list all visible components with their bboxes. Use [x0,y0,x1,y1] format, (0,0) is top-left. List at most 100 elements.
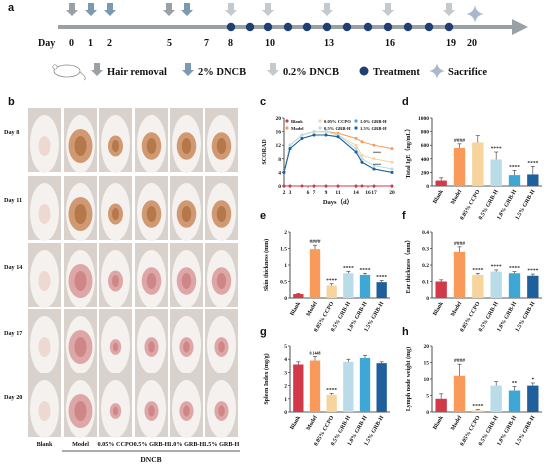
legend-treatment-dot [359,66,369,76]
photo-column-label: Blank [37,441,53,448]
panel-label-a: a [8,2,15,14]
lesion-core [183,341,190,353]
legend-dncb2-arrow [182,63,194,76]
x-category-label: Blank [432,300,445,317]
legend-marker [354,126,358,130]
mouse-photo [205,309,238,374]
bar [453,147,466,186]
dncb02-arrow-day-10 [262,3,274,16]
legend-label: 1.5% GRB-H [360,126,387,131]
lesion-core [181,206,192,222]
bar [472,410,484,412]
timeline-day-label: 8 [228,38,233,49]
legend-label: 0.05% CCPO [324,119,351,124]
chart-h: 0 5 10 15 20 Lymph node weight (mg) Blank #### M… [405,344,542,447]
treatment-dot [383,22,393,32]
timeline-arrowhead [512,19,528,35]
mouse-photo [64,243,97,308]
bar [490,271,502,298]
bar [343,273,354,298]
series-point [360,157,364,161]
photo-column-label: 0.05% CCPO [97,441,133,448]
mouse-photo [205,108,238,173]
series-point [354,150,358,154]
mouse-tail-icon [79,71,86,81]
timeline-day-label: 13 [324,38,334,49]
y-axis-label: Spleen Index (mg/g) [263,353,270,404]
significance-label: **** [527,268,538,274]
panel-label-b: b [8,96,15,108]
y-tick-label: 5 [284,344,287,350]
bar [435,281,447,298]
y-axis-label: SCORAD [262,139,268,165]
bar [326,285,337,298]
lesion-core [218,405,225,417]
series-point [312,184,316,188]
legend-hair-removal: Hair removal [107,67,167,78]
timeline-day-label: 1 [88,38,93,49]
lesion-core [148,405,155,417]
y-tick-label: 1 [284,263,287,269]
treatment-dot [403,22,413,32]
bar [490,385,502,412]
y-tick-label: 0 [426,296,429,302]
legend-dncb2: 2% DNCB [198,67,246,78]
series-point [324,130,328,134]
photo-row-label: Day 8 [4,129,19,136]
y-tick-label: 5 [426,394,429,400]
series-point [312,133,316,137]
x-tick-label: 16 [365,190,371,196]
significance-label: **** [491,264,502,270]
mouse-ear-icon [52,64,58,70]
timeline-legend: Hair removal 2% DNCB 0.2% DNCB Treatment Sac… [52,63,487,81]
chart-f: 0 0.1 0.2 0.3 0.4 Ear thickness（mm） Blank #### M… [404,230,542,333]
dncb2-arrow-day-6 [181,3,193,16]
y-axis-label: Total IgE（ng/mL） [404,126,412,179]
legend-label: 0.5% GRB-H [324,126,351,131]
y-tick-label: 2 [284,230,287,236]
mouse-photo [28,373,61,438]
y-axis-label: Skin thickness (mm) [263,239,270,291]
y-axis-label: Lymph node weight (mg) [405,347,412,411]
mouse-photo [64,309,97,374]
series-point [324,184,328,188]
hair-removal-arrow-day-5 [163,3,175,16]
dncb02-arrow-day-19 [443,3,455,16]
bar [472,274,484,298]
skin-area [38,204,51,224]
bar [435,180,447,186]
mouse-photo [135,373,168,438]
legend-marker [354,119,358,123]
x-axis-label: Days（d） [323,198,353,206]
mouse-photo [64,176,97,241]
series-point [282,170,286,174]
series-point [390,170,394,174]
panel-label-d: d [402,96,409,108]
series-point [300,184,304,188]
bar [453,375,466,412]
panel-label-e: e [260,210,267,222]
chart-g: 0 1 2 3 4 5 Spleen Index (mg/g) Blank 0.1448 Mode… [263,344,390,447]
series-point [288,184,292,188]
mouse-photo [99,243,132,308]
bar [359,274,371,298]
y-tick-label: 1.5 [280,247,287,253]
lesion-core [216,138,227,154]
panel-label-f: f [402,210,406,222]
series-point [372,167,376,171]
timeline-day-label: 16 [385,38,395,49]
mouse-icon [53,64,81,78]
series-point [312,130,316,134]
y-tick-label: 0.3 [422,247,429,253]
y-tick-label: 0 [426,410,429,416]
y-tick-label: 0.5 [280,280,287,286]
photo-row-label: Day 11 [4,197,22,204]
series-point [372,143,376,147]
sacrifice-star-icon [466,5,484,23]
timeline-panel: Day 0 1 2 5 7 8 10 13 16 19 20 Hair removal 2% DNCB 0.… [38,3,528,81]
x-category-label: Blank [432,188,445,205]
legend-dncb02-arrow [267,63,279,76]
